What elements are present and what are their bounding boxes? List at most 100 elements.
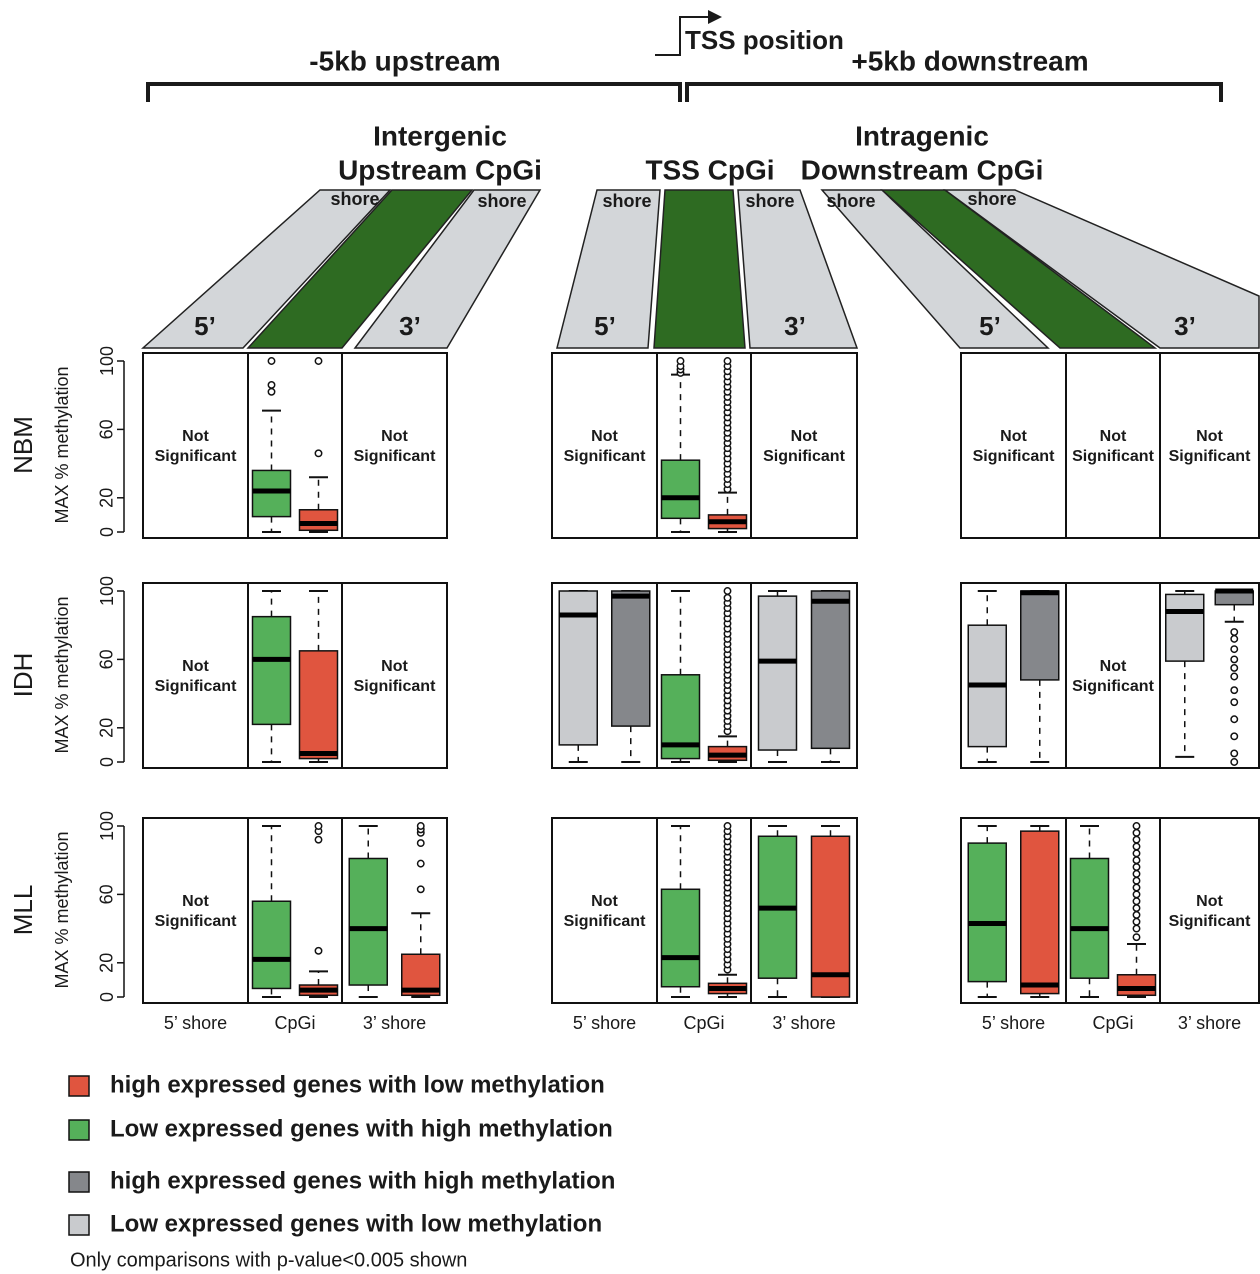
box — [298, 509, 339, 532]
shore-shape — [353, 189, 542, 349]
outlier — [314, 357, 323, 365]
header-diagram: -5kb upstream TSS position +5kb downstre… — [141, 10, 1260, 349]
x-tick-label: 3’ shore — [772, 1013, 835, 1033]
legend-label: high expressed genes with low methylatio… — [110, 1071, 605, 1098]
outlier — [1230, 645, 1239, 654]
shore-label: shore — [330, 189, 379, 209]
shore-shape — [737, 189, 859, 349]
outlier — [416, 839, 425, 848]
outlier — [1230, 628, 1239, 636]
not-significant: Not — [381, 658, 408, 675]
row-label: IDH — [8, 653, 38, 698]
y-tick-label: 100 — [97, 576, 117, 606]
three-prime: 3’ — [1174, 311, 1196, 341]
panel-frame — [551, 582, 858, 769]
outlier — [267, 380, 276, 389]
box — [810, 590, 851, 750]
outlier — [723, 593, 732, 602]
y-tick-label: 100 — [97, 346, 117, 376]
row-label: NBM — [8, 416, 38, 474]
not-significant: Significant — [354, 678, 436, 695]
panel-frame — [551, 352, 858, 539]
not-significant: Significant — [564, 448, 646, 465]
tss-position-label: TSS position — [685, 25, 844, 55]
outlier — [1132, 917, 1141, 926]
not-significant: Not — [1100, 658, 1127, 675]
outlier — [416, 859, 425, 868]
box — [810, 835, 851, 998]
legend-label: Low expressed genes with low methylation — [110, 1210, 602, 1237]
box — [1165, 593, 1205, 662]
outlier — [1230, 664, 1239, 672]
legend-swatch — [68, 1075, 90, 1097]
outlier — [1230, 698, 1239, 707]
outlier — [1132, 828, 1141, 837]
x-tick-label: 5’ shore — [982, 1013, 1045, 1033]
shore-label: shore — [745, 191, 794, 211]
box — [251, 469, 292, 518]
upstream-bracket — [146, 82, 682, 102]
note: Only comparisons with p-value<0.005 show… — [70, 1249, 467, 1271]
not-significant: Significant — [354, 448, 436, 465]
not-significant: Not — [182, 893, 209, 910]
box — [251, 900, 292, 990]
outlier — [1132, 904, 1141, 913]
box — [611, 590, 651, 727]
not-significant: Not — [182, 658, 209, 675]
region-title: Intergenic — [373, 120, 507, 151]
box — [757, 595, 798, 751]
y-tick-label: 20 — [97, 488, 117, 508]
panel-frame — [960, 352, 1260, 539]
outlier — [1132, 835, 1141, 844]
box — [1069, 857, 1110, 979]
panel-frame — [142, 817, 448, 1004]
outlier — [1230, 672, 1239, 681]
cpgi-shape — [653, 189, 746, 349]
not-significant: Not — [791, 428, 818, 445]
panel-frame — [551, 817, 858, 1004]
box — [660, 459, 701, 520]
not-significant: Significant — [1169, 448, 1251, 465]
y-axis-label: MAX % methylation — [52, 596, 72, 753]
outlier — [267, 357, 276, 365]
region-title: Downstream CpGi — [801, 154, 1044, 185]
outlier — [314, 449, 323, 458]
not-significant: Not — [591, 428, 618, 445]
y-axis-label: MAX % methylation — [52, 831, 72, 988]
legend-swatch — [68, 1214, 90, 1236]
not-significant: Significant — [155, 448, 237, 465]
outlier — [1230, 715, 1239, 724]
outlier — [314, 822, 323, 830]
x-tick-label: 5’ shore — [573, 1013, 636, 1033]
not-significant: Not — [182, 428, 209, 445]
not-significant: Not — [1196, 893, 1223, 910]
not-significant: Significant — [1072, 678, 1154, 695]
panel-frame — [142, 352, 448, 539]
tss-arrow-head — [708, 10, 722, 24]
downstream-bracket — [685, 82, 1223, 102]
outlier — [314, 835, 323, 844]
outlier — [1132, 897, 1141, 906]
y-tick-label: 60 — [97, 419, 117, 439]
region-title: Upstream CpGi — [338, 154, 542, 185]
downstream-label: +5kb downstream — [851, 45, 1088, 76]
panel-frame — [960, 582, 1260, 769]
upstream-label: -5kb upstream — [309, 45, 500, 76]
x-tick-label: CpGi — [683, 1013, 724, 1033]
outlier — [723, 357, 732, 365]
x-tick-label: CpGi — [274, 1013, 315, 1033]
x-tick-label: 3’ shore — [1178, 1013, 1241, 1033]
y-axis-label: MAX % methylation — [52, 366, 72, 523]
y-tick-label: 100 — [97, 811, 117, 841]
box — [1020, 830, 1060, 995]
shore-label: shore — [602, 191, 651, 211]
shore-shape — [141, 189, 392, 349]
y-tick-label: 20 — [97, 953, 117, 973]
outlier — [723, 587, 732, 595]
row-label: MLL — [8, 885, 38, 936]
legend-label: high expressed genes with high methylati… — [110, 1167, 615, 1194]
five-prime: 5’ — [594, 311, 616, 341]
outlier — [1230, 686, 1239, 695]
outlier — [1132, 869, 1141, 878]
three-prime: 3’ — [399, 311, 421, 341]
